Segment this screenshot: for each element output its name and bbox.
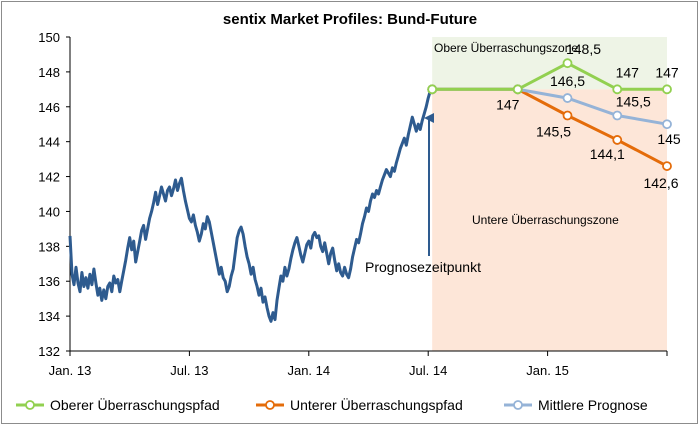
legend-marker [25,400,35,410]
upper-path-point [512,84,523,95]
bund-future-line [68,88,434,323]
legend-marker [513,400,523,410]
y-tick-label: 136 [38,274,60,289]
y-tick-label: 138 [38,239,60,254]
forecast-point-label: Prognosezeitpunkt [365,259,481,275]
upper-path-point [427,84,438,95]
upper-path-point [662,84,672,95]
mid-forecast-value-label: 145 [657,131,681,147]
mid-forecast-point [562,93,573,103]
lower-path-point [562,110,573,121]
y-tick-label: 134 [38,309,60,324]
lower-path-point [662,161,672,171]
legend-label: Mittlere Prognose [538,397,648,413]
y-tick-label: 144 [38,135,60,150]
upper-path-point [562,58,573,69]
legend: Oberer Überraschungspfad Unterer Überrasc… [16,396,648,413]
lower-zone [432,89,667,351]
lower-zone-label: Untere Überraschungszone [472,213,619,227]
x-tick-label: Jul. 13 [170,363,208,378]
y-tick-label: 146 [38,100,60,115]
x-tick-label: Jul. 14 [409,363,447,378]
legend-label: Oberer Überraschungspfad [50,396,220,413]
lower-path-value-label: 144,1 [590,146,625,162]
y-tick-label: 142 [38,170,60,185]
chart-title: sentix Market Profiles: Bund-Future [223,11,477,28]
lower-path-value-label: 142,6 [643,175,678,191]
upper-path-value-label: 147 [616,64,640,80]
upper-zone-label: Obere Überraschungszone [434,41,578,55]
x-tick-label: Jan. 14 [287,363,330,378]
upper-path-value-label: 147 [655,64,679,80]
y-tick-label: 140 [38,204,60,219]
mid-forecast-point [662,119,672,130]
upper-path-value-label: 148,5 [566,41,601,57]
legend-label: Unterer Überraschungspfad [290,396,463,413]
mid-forecast-value-label: 146,5 [550,73,585,89]
y-tick-label: 150 [38,30,60,45]
lower-path-value-label: 147 [496,96,520,112]
upper-path-point [612,84,623,95]
mid-forecast-value-label: 145,5 [616,94,651,110]
mid-forecast-point [612,110,623,121]
upper-zone [432,37,667,90]
legend-marker [265,400,275,410]
lower-path-value-label: 145,5 [536,124,571,140]
y-tick-label: 132 [38,344,60,359]
x-tick-label: Jan. 13 [49,363,92,378]
lower-path-point [612,135,623,145]
x-tick-label: Jan. 15 [526,363,569,378]
y-tick-label: 148 [38,65,60,80]
